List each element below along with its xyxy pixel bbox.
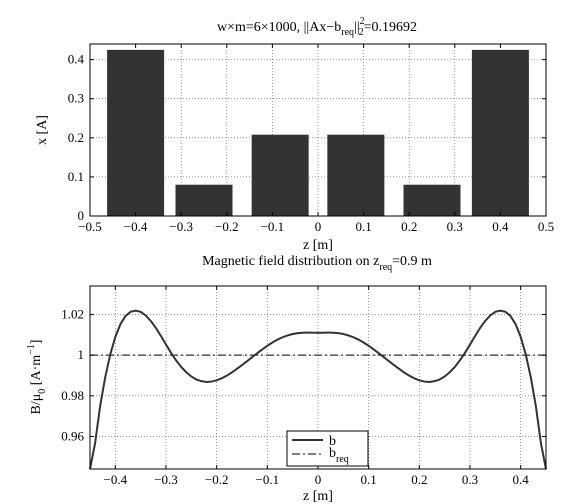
bar-chart-xtick-label: 0.1 (355, 219, 371, 234)
line-chart-ylabel: B/μ0 [A·m−1] (26, 340, 48, 415)
line-chart: Magnetic field distribution on zreq=0.9 … (26, 254, 547, 504)
bar-chart-ytick-label: 0.2 (68, 130, 84, 145)
line-chart-xtick-label: 0 (315, 472, 322, 487)
bar-chart-grid (90, 44, 546, 216)
bar-chart-ticks: −0.5 −0.4 −0.3 −0.2 −0.1 0 0.1 0.2 0.3 0.4 0.5 0 0.1… (68, 44, 554, 234)
bar-chart-ytick-label: 0 (78, 208, 85, 223)
bar-chart-xtick-label: 0.2 (401, 219, 417, 234)
bar-chart-bars (107, 49, 529, 217)
line-chart-ytick-label: 0.98 (61, 388, 84, 403)
line-chart-ytick-label: 0.96 (61, 428, 84, 443)
bar-chart-title: w×m=6×1000, ||Ax−breq||2 2=0.19692 (217, 16, 417, 38)
bar-chart-xtick-label: 0.4 (492, 219, 509, 234)
bar-chart-xtick-label: 0 (315, 219, 322, 234)
bar-chart-ytick-label: 0.4 (68, 52, 85, 67)
bar-chart-xtick-label: −0.1 (261, 219, 285, 234)
bar-chart-ytick-label: 0.3 (68, 91, 84, 106)
bar-chart-ylabel: x [A] (35, 115, 50, 145)
line-chart-xtick-label: −0.4 (104, 472, 128, 487)
legend-label-b: b (329, 434, 336, 449)
bar (403, 184, 461, 216)
line-chart-xlabel: z [m] (303, 489, 333, 504)
legend: b breq (286, 430, 369, 467)
line-chart-xtick-label: −0.1 (256, 472, 280, 487)
bar-chart-xtick-label: −0.4 (124, 219, 148, 234)
bar-chart-xtick-label: 0.5 (538, 219, 554, 234)
bar-chart-ytick-label: 0.1 (68, 169, 84, 184)
bar (107, 49, 165, 217)
line-chart-title: Magnetic field distribution on zreq=0.9 … (202, 254, 432, 273)
line-chart-ytick-label: 1 (78, 347, 85, 362)
bar (327, 134, 385, 216)
line-chart-xtick-label: −0.3 (154, 472, 178, 487)
bar-chart: w×m=6×1000, ||Ax−breq||2 2=0.19692 −0.5 −0… (35, 16, 554, 253)
bar (251, 134, 309, 216)
line-chart-xtick-label: 0.3 (462, 472, 478, 487)
line-chart-xtick-label: −0.2 (205, 472, 229, 487)
bar-chart-xtick-label: −0.5 (78, 219, 102, 234)
bar (471, 49, 529, 217)
series-line-b (89, 309, 547, 470)
legend-label-breq: breq (329, 446, 349, 465)
line-chart-xtick-label: 0.4 (513, 472, 530, 487)
bar (175, 184, 233, 216)
line-chart-xtick-label: 0.2 (411, 472, 427, 487)
legend-box (286, 430, 369, 467)
bar-chart-xlabel: z [m] (303, 238, 333, 253)
line-chart-xtick-label: 0.1 (361, 472, 377, 487)
bar-chart-xtick-label: −0.3 (169, 219, 193, 234)
bar-chart-xtick-label: −0.2 (215, 219, 239, 234)
line-chart-ytick-label: 1.02 (61, 306, 84, 321)
bar-chart-xtick-label: 0.3 (447, 219, 463, 234)
line-chart-series (89, 309, 547, 470)
line-chart-ticks: −0.4 −0.3 −0.2 −0.1 0 0.1 0.2 0.3 0.4 0.96 0.98 1 1.… (61, 286, 546, 487)
